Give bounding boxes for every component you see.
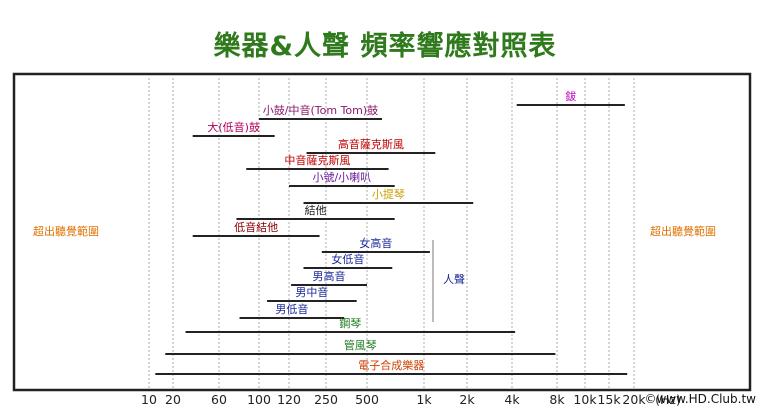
range-label-10: 女低音 — [331, 252, 364, 266]
x-tick-label-7: 1k — [416, 392, 432, 407]
vocal-bracket-label: 人聲 — [443, 272, 465, 286]
x-tick-label-4: 120 — [277, 392, 301, 407]
range-label-13: 男低音 — [275, 302, 308, 316]
range-label-7: 結他 — [305, 203, 327, 217]
range-label-3: 高音薩克斯風 — [338, 137, 404, 151]
x-tick-label-3: 100 — [247, 392, 271, 407]
chart-title: 樂器&人聲 頻率響應對照表 — [213, 31, 557, 62]
range-label-16: 電子合成樂器 — [358, 358, 424, 372]
range-label-8: 低音結他 — [234, 220, 278, 234]
range-label-1: 小鼓/中音(Tom Tom)鼓 — [263, 103, 378, 117]
range-label-0: 鈸 — [565, 89, 576, 103]
chart-frame — [12, 72, 752, 392]
range-label-5: 小號/小喇叭 — [312, 170, 371, 184]
range-label-11: 男高音 — [313, 269, 346, 283]
range-label-9: 女高音 — [359, 236, 392, 250]
x-tick-label-11: 10k — [573, 392, 597, 407]
x-tick-label-10: 8k — [549, 392, 565, 407]
x-tick-label-12: 15k — [597, 392, 621, 407]
x-tick-label-9: 4k — [504, 392, 520, 407]
x-tick-label-13: 20k — [622, 392, 646, 407]
out-of-range-left: 超出聽覺範圍 — [33, 224, 99, 238]
x-tick-label-5: 250 — [314, 392, 338, 407]
range-label-4: 中音薩克斯風 — [284, 153, 350, 167]
range-label-15: 管風琴 — [344, 338, 377, 352]
out-of-range-right: 超出聽覺範圍 — [650, 224, 716, 238]
x-unit-label: (Hz) — [655, 392, 681, 407]
range-label-14: 鋼琴 — [339, 316, 361, 330]
x-tick-label-6: 500 — [355, 392, 379, 407]
range-label-2: 大(低音)鼓 — [207, 120, 260, 134]
watermark: ©www.HD.Club.tw — [644, 392, 756, 406]
x-tick-label-1: 20 — [165, 392, 181, 407]
range-label-6: 小提琴 — [372, 188, 405, 201]
x-tick-label-0: 10 — [141, 392, 157, 407]
x-tick-label-2: 60 — [211, 392, 227, 407]
x-tick-label-8: 2k — [459, 392, 475, 407]
range-label-12: 男中音 — [295, 285, 328, 299]
